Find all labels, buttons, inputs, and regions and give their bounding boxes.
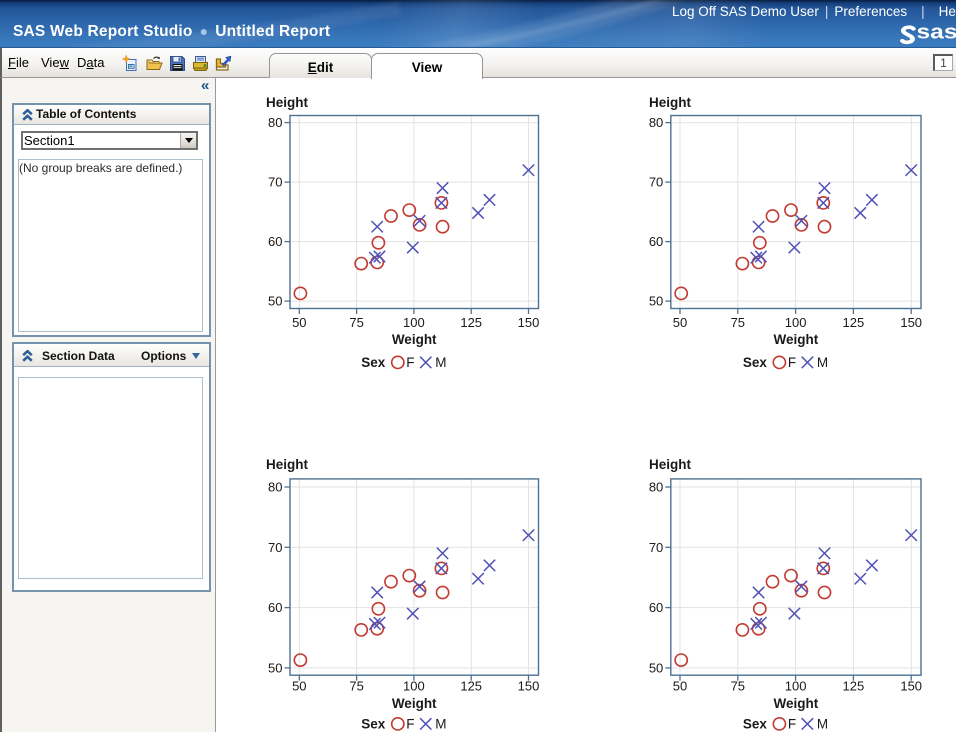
svg-text:150: 150 bbox=[900, 679, 922, 694]
svg-text:70: 70 bbox=[268, 540, 282, 555]
svg-text:100: 100 bbox=[785, 679, 807, 694]
svg-text:75: 75 bbox=[731, 679, 745, 694]
svg-text:M: M bbox=[435, 355, 446, 370]
svg-text:75: 75 bbox=[349, 679, 363, 694]
svg-text:M: M bbox=[817, 717, 828, 732]
svg-text:Height: Height bbox=[649, 457, 692, 472]
svg-text:80: 80 bbox=[268, 115, 282, 130]
svg-text:80: 80 bbox=[268, 480, 282, 495]
svg-text:50: 50 bbox=[673, 315, 687, 330]
svg-text:125: 125 bbox=[843, 679, 865, 694]
svg-text:Sex: Sex bbox=[743, 355, 768, 370]
svg-text:50: 50 bbox=[292, 679, 306, 694]
svg-text:150: 150 bbox=[518, 315, 540, 330]
svg-text:Weight: Weight bbox=[392, 696, 437, 711]
svg-text:Height: Height bbox=[266, 457, 309, 472]
svg-text:80: 80 bbox=[649, 480, 663, 495]
svg-text:50: 50 bbox=[268, 661, 282, 676]
svg-text:Weight: Weight bbox=[774, 696, 819, 711]
svg-text:F: F bbox=[406, 355, 414, 370]
svg-text:sas: sas bbox=[917, 23, 956, 44]
svg-text:Sex: Sex bbox=[361, 355, 386, 370]
svg-text:75: 75 bbox=[349, 315, 363, 330]
svg-text:100: 100 bbox=[403, 679, 425, 694]
svg-text:F: F bbox=[406, 717, 414, 732]
svg-text:M: M bbox=[435, 717, 446, 732]
svg-text:70: 70 bbox=[649, 175, 663, 190]
svg-text:50: 50 bbox=[649, 661, 663, 676]
svg-text:50: 50 bbox=[673, 679, 687, 694]
svg-text:60: 60 bbox=[268, 600, 282, 615]
svg-text:F: F bbox=[788, 717, 796, 732]
svg-text:80: 80 bbox=[649, 115, 663, 130]
svg-text:70: 70 bbox=[268, 175, 282, 190]
svg-text:70: 70 bbox=[649, 540, 663, 555]
svg-text:60: 60 bbox=[268, 234, 282, 249]
svg-text:Weight: Weight bbox=[392, 332, 437, 347]
svg-text:100: 100 bbox=[785, 315, 807, 330]
svg-text:M: M bbox=[817, 355, 828, 370]
svg-text:150: 150 bbox=[900, 315, 922, 330]
svg-text:100: 100 bbox=[403, 315, 425, 330]
svg-text:125: 125 bbox=[460, 315, 482, 330]
svg-text:150: 150 bbox=[518, 679, 540, 694]
svg-text:75: 75 bbox=[731, 315, 745, 330]
svg-text:Sex: Sex bbox=[361, 717, 386, 732]
svg-text:125: 125 bbox=[460, 679, 482, 694]
svg-text:F: F bbox=[788, 355, 796, 370]
svg-text:Height: Height bbox=[266, 95, 309, 110]
svg-text:50: 50 bbox=[292, 315, 306, 330]
svg-text:Sex: Sex bbox=[743, 717, 768, 732]
svg-text:60: 60 bbox=[649, 600, 663, 615]
svg-text:50: 50 bbox=[649, 294, 663, 309]
svg-text:Height: Height bbox=[649, 95, 692, 110]
svg-text:Weight: Weight bbox=[774, 332, 819, 347]
svg-text:50: 50 bbox=[268, 294, 282, 309]
svg-text:125: 125 bbox=[843, 315, 865, 330]
svg-text:60: 60 bbox=[649, 234, 663, 249]
